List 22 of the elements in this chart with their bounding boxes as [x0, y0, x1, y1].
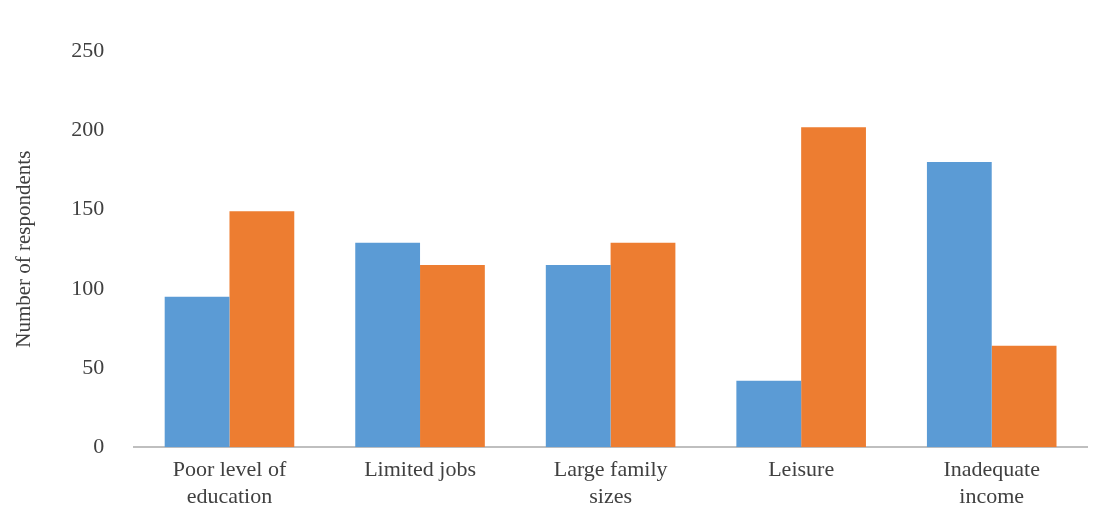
x-tick-label: Leisure	[768, 456, 835, 482]
bar	[610, 242, 676, 448]
bar	[545, 265, 611, 448]
x-tick-label: Limited jobs	[364, 456, 476, 482]
y-tick-label: 200	[71, 116, 105, 142]
y-axis-title: Number of respondents	[11, 150, 36, 348]
bar	[801, 127, 866, 448]
bar	[926, 162, 992, 448]
y-tick-label: 100	[71, 274, 105, 300]
x-tick-label: Inadequate income	[943, 456, 1040, 508]
bar	[355, 242, 421, 448]
bar	[229, 211, 295, 448]
bar	[991, 345, 1057, 448]
bar	[420, 265, 485, 448]
y-tick-label: 250	[71, 36, 105, 62]
x-tick-label: Poor level of education	[172, 456, 287, 508]
x-tick-label: Large family sizes	[553, 456, 668, 508]
bar	[736, 380, 802, 448]
y-tick-label: 50	[82, 353, 105, 379]
y-tick-label: 150	[71, 195, 105, 221]
y-tick-label: 0	[93, 432, 105, 458]
bar	[164, 296, 230, 448]
